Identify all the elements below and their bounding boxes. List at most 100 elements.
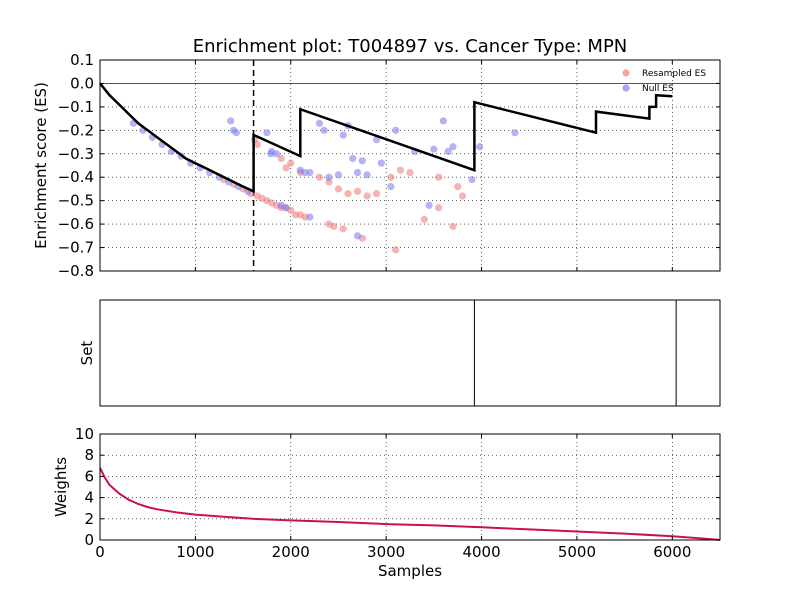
y-tick-label: −0.4 [58, 168, 94, 186]
resampled-es-point [315, 173, 323, 181]
chart-title: Enrichment plot: T004897 vs. Cancer Type… [193, 36, 628, 57]
null-es-point [306, 168, 314, 177]
null-es-point [373, 136, 381, 144]
resampled-es-point [396, 166, 405, 174]
y-tick-label: −0.2 [58, 121, 94, 139]
null-es-point [353, 232, 362, 240]
enrichment-x-ticks [99, 60, 673, 271]
enrichment-score-panel: 0.1 0.0 −0.1 −0.2 −0.3 −0.4 −0.5 −0.6 −0.7 −0.8 E… [32, 51, 721, 280]
null-es-point [476, 143, 484, 151]
y-tick-label: 0 [84, 531, 94, 549]
set-panel: Set [78, 299, 721, 407]
null-es-point [263, 129, 271, 137]
y-tick-label: −0.6 [58, 215, 94, 233]
y-tick-label: 0.0 [70, 74, 94, 92]
null-es-point [358, 157, 366, 165]
null-es-point [444, 147, 452, 156]
y-tick-label: −0.3 [58, 145, 94, 163]
resampled-es-point [435, 204, 443, 212]
weights-curve-line [99, 467, 721, 541]
resampled-es-point [282, 164, 290, 172]
resampled-es-point [449, 222, 457, 231]
null-es-point [325, 173, 333, 181]
x-tick-label: 0 [95, 543, 105, 561]
null-es-point [227, 117, 235, 125]
null-es-point [511, 129, 519, 137]
set-y-axis-label: Set [78, 341, 96, 366]
null-es-point [334, 171, 343, 179]
null-es-point [387, 183, 395, 191]
null-es-point [282, 204, 290, 212]
null-es-point [449, 143, 457, 151]
resampled-es-point [406, 168, 414, 177]
legend-label: Null ES [642, 84, 674, 94]
null-es-point [272, 150, 281, 158]
y-tick-label: 4 [84, 489, 94, 507]
resampled-es-point [253, 140, 261, 148]
weights-x-ticks: 0 1000 2000 3000 4000 5000 6000 [95, 434, 691, 561]
y-tick-label: 6 [84, 467, 94, 485]
null-es-legend-marker [622, 84, 630, 92]
resampled-es-point [420, 215, 428, 224]
resampled-es-point [387, 173, 395, 181]
samples-x-axis-label: Samples [378, 562, 442, 580]
null-es-point [439, 117, 447, 125]
resampled-es-point [458, 192, 467, 200]
null-es-point [377, 159, 385, 167]
resampled-es-point [454, 183, 462, 191]
y-tick-label: 2 [84, 510, 94, 528]
null-es-point [353, 168, 362, 177]
y-tick-label: −0.8 [58, 262, 94, 280]
enrichment-y-ticks: 0.1 0.0 −0.1 −0.2 −0.3 −0.4 −0.5 −0.6 −0.7 −0.8 [58, 51, 720, 280]
null-es-point [392, 126, 400, 134]
null-es-point [468, 175, 476, 184]
y-tick-label: −0.7 [58, 239, 94, 257]
null-es-point [339, 131, 347, 139]
null-es-point [232, 129, 240, 137]
y-tick-label: 0.1 [70, 51, 94, 69]
x-tick-label: 5000 [558, 543, 596, 561]
set-axes-frame [99, 299, 721, 407]
null-es-point [425, 201, 433, 209]
resampled-es-point [287, 159, 295, 167]
null-es-point [430, 145, 438, 153]
weights-grid [100, 434, 720, 540]
x-tick-label: 2000 [272, 543, 310, 561]
x-tick-label: 1000 [176, 543, 214, 561]
scatter-layer [129, 117, 519, 254]
resampled-es-point [363, 192, 371, 200]
set-event-lines [473, 300, 677, 406]
y-tick-label: 8 [84, 446, 94, 464]
resampled-es-point [353, 187, 362, 195]
weights-y-ticks: 0 2 4 6 8 10 [75, 425, 720, 549]
x-tick-label: 6000 [653, 543, 691, 561]
null-es-point [315, 119, 323, 127]
resampled-es-point [330, 222, 338, 231]
null-es-point [363, 171, 371, 179]
resampled-es-point [334, 185, 343, 193]
resampled-es-legend-marker [622, 69, 630, 77]
resampled-es-point [277, 154, 285, 163]
resampled-es-point [373, 190, 381, 198]
weights-y-axis-label: Weights [52, 457, 70, 517]
x-tick-label: 3000 [367, 543, 405, 561]
resampled-es-point [392, 246, 400, 254]
y-tick-label: −0.1 [58, 98, 94, 116]
enrichment-axes-frame [99, 59, 721, 272]
legend-label: Resampled ES [642, 69, 706, 79]
es-curve-line [99, 82, 673, 194]
resampled-es-point [435, 173, 443, 181]
y-tick-label: −0.5 [58, 192, 94, 210]
weights-axes-frame [99, 433, 721, 541]
y-tick-label: 10 [75, 425, 94, 443]
x-tick-label: 4000 [462, 543, 500, 561]
resampled-es-point [339, 225, 347, 233]
chart-legend: Resampled ES Null ES [622, 69, 706, 94]
null-es-point [349, 154, 357, 163]
resampled-es-point [344, 190, 352, 198]
null-es-point [320, 126, 328, 134]
enrichment-y-axis-label: Enrichment score (ES) [32, 82, 50, 249]
null-es-point [306, 213, 314, 221]
